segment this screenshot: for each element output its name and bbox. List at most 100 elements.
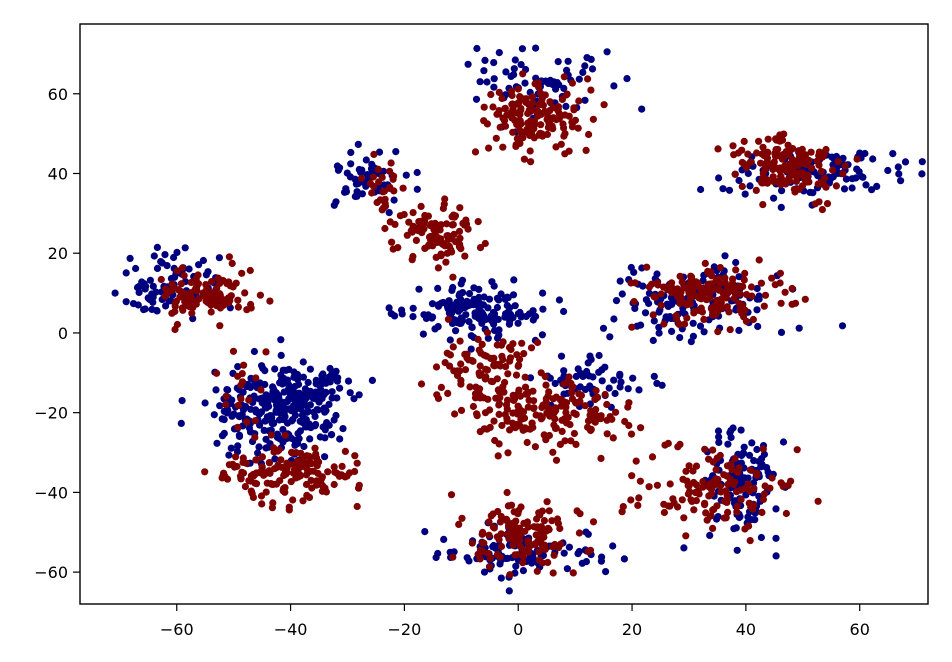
data-point	[689, 319, 697, 327]
data-point	[318, 487, 326, 495]
data-point	[495, 326, 503, 334]
data-point	[449, 343, 457, 351]
data-point	[655, 329, 663, 337]
data-point	[512, 523, 520, 532]
data-point	[456, 367, 464, 375]
data-point	[402, 171, 410, 179]
data-point	[480, 568, 489, 576]
data-point	[497, 542, 506, 551]
data-point	[503, 488, 511, 497]
data-point	[327, 371, 336, 379]
data-point	[605, 384, 613, 392]
data-point	[499, 143, 507, 151]
data-point	[129, 300, 138, 308]
data-point	[555, 81, 563, 89]
data-point	[732, 524, 740, 532]
data-point	[287, 434, 295, 442]
data-point	[713, 454, 721, 462]
data-point	[811, 200, 819, 208]
data-point	[480, 67, 488, 75]
data-point	[528, 423, 536, 431]
data-point	[748, 439, 756, 447]
data-point	[444, 235, 452, 244]
data-point	[434, 284, 442, 292]
data-point	[749, 315, 758, 324]
data-point	[497, 530, 505, 538]
data-point	[476, 362, 484, 370]
data-point	[233, 462, 241, 471]
data-point	[722, 288, 730, 296]
data-point	[612, 297, 621, 305]
data-point	[544, 392, 552, 400]
data-point	[528, 93, 537, 101]
data-point	[324, 468, 332, 476]
data-point	[889, 150, 897, 158]
data-point	[419, 330, 427, 338]
data-point	[533, 515, 541, 523]
data-point	[318, 473, 326, 481]
data-point	[529, 99, 537, 107]
data-point	[630, 298, 638, 306]
data-point	[392, 148, 400, 156]
data-point	[450, 230, 458, 238]
data-point	[167, 274, 175, 283]
data-point	[499, 338, 507, 346]
data-point	[262, 348, 270, 356]
data-point	[245, 424, 253, 432]
data-point	[450, 367, 458, 375]
data-point	[467, 345, 475, 353]
data-point	[750, 479, 758, 487]
data-point	[258, 453, 266, 461]
data-point	[350, 395, 358, 403]
data-point	[732, 258, 740, 267]
data-point	[378, 173, 386, 181]
data-point	[476, 546, 484, 555]
data-point	[489, 103, 497, 111]
data-point	[510, 422, 518, 430]
data-point	[592, 387, 600, 395]
data-point	[467, 299, 475, 307]
data-point	[761, 291, 770, 299]
data-point	[735, 176, 743, 185]
data-point	[261, 380, 269, 389]
data-point	[701, 259, 709, 267]
data-point	[336, 384, 344, 392]
data-point	[544, 558, 552, 567]
data-point	[545, 405, 553, 413]
data-point	[415, 218, 423, 226]
data-point	[493, 341, 501, 349]
data-point	[378, 206, 386, 214]
data-point	[266, 412, 274, 420]
data-point	[759, 201, 767, 209]
data-point	[628, 472, 636, 480]
data-point	[848, 184, 856, 192]
data-point	[809, 189, 817, 197]
data-point	[716, 264, 724, 272]
data-point	[457, 376, 465, 384]
data-point	[597, 415, 605, 423]
data-point	[283, 459, 291, 467]
data-point	[745, 451, 754, 459]
data-point	[149, 298, 157, 306]
data-point	[496, 518, 504, 526]
data-point	[501, 122, 510, 130]
data-point	[202, 281, 210, 289]
data-point	[776, 269, 785, 277]
data-point	[444, 389, 452, 397]
data-point	[562, 102, 570, 110]
data-point	[210, 411, 218, 419]
data-point	[301, 390, 309, 398]
data-point	[388, 238, 396, 246]
data-point	[664, 439, 672, 447]
data-point	[558, 427, 566, 435]
data-point	[709, 506, 717, 514]
data-point	[222, 392, 230, 400]
data-point	[746, 158, 755, 166]
data-point	[552, 406, 560, 414]
data-point	[772, 136, 781, 144]
data-point	[733, 502, 742, 510]
data-point	[779, 482, 787, 490]
data-point	[450, 304, 459, 313]
data-point	[618, 290, 626, 298]
data-point	[498, 94, 506, 103]
